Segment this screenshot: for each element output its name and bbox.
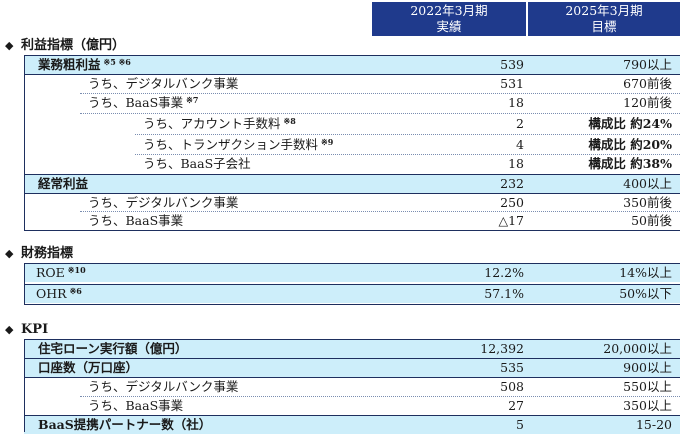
row-rule xyxy=(80,396,680,397)
table-row: OHR ※6 xyxy=(24,285,680,303)
table-row: 経常利益 xyxy=(24,175,680,193)
row-rule xyxy=(80,211,680,212)
financial-left-rule xyxy=(24,264,25,304)
table-row: うち、トランザクション手数料 ※9 4 構成比 約20% xyxy=(143,137,672,152)
profit-left-rule xyxy=(24,56,25,230)
table-row-values: 57.1% 50%以下 xyxy=(484,286,672,301)
table-row-values: 5 15-20 xyxy=(516,417,672,432)
row-rule xyxy=(135,134,680,135)
table-row-values: 12.2% 14%以上 xyxy=(484,265,672,280)
table-row: ROE ※10 xyxy=(24,264,680,282)
header-actual-2022: 2022年3月期 実績 xyxy=(372,2,526,36)
table-row: うち、BaaS事業 ※7 18 120前後 xyxy=(88,95,672,110)
section-profit-title: ◆ 利益指標（億円） xyxy=(5,38,126,53)
table-row: 住宅ローン実行額（億円） xyxy=(24,340,680,358)
table-row-values: 539 790以上 xyxy=(500,57,672,72)
table-row: うち、BaaS事業 27 350以上 xyxy=(88,398,672,413)
section-kpi-title: ◆ KPI xyxy=(5,322,49,337)
table-row: うち、BaaS事業 △17 50前後 xyxy=(88,213,672,228)
table-row-values: 232 400以上 xyxy=(500,176,672,191)
diamond-icon: ◆ xyxy=(5,323,14,336)
financial-bottom-rule xyxy=(24,304,680,305)
financial-top-rule xyxy=(24,263,680,264)
kpi-top-rule xyxy=(24,339,680,340)
profit-top-rule xyxy=(24,55,680,56)
header-target-period: 2025年3月期 xyxy=(565,3,643,18)
header-target-label: 目標 xyxy=(591,19,617,34)
row-rule xyxy=(24,377,680,378)
table-row: うち、アカウント手数料 ※8 2 構成比 約24% xyxy=(143,116,672,131)
table-row: うち、デジタルバンク事業 531 670前後 xyxy=(88,76,672,91)
table-row-values: 535 900以上 xyxy=(500,360,672,375)
header-actual-label: 実績 xyxy=(436,19,462,34)
row-rule xyxy=(24,358,680,359)
header-actual-period: 2022年3月期 xyxy=(410,3,488,18)
kpi-left-rule xyxy=(24,340,25,432)
header-target-2025: 2025年3月期 目標 xyxy=(528,2,680,36)
row-rule xyxy=(80,93,680,94)
row-rule xyxy=(24,193,680,194)
diamond-icon: ◆ xyxy=(5,39,14,52)
diamond-icon: ◆ xyxy=(5,247,14,260)
row-rule xyxy=(24,74,680,75)
table-row: うち、デジタルバンク事業 508 550以上 xyxy=(88,379,672,394)
section-financial-title: ◆ 財務指標 xyxy=(5,246,74,261)
profit-bottom-rule xyxy=(24,230,680,231)
row-rule xyxy=(135,154,680,155)
table-row: 業務粗利益 ※5 ※6 xyxy=(24,56,680,74)
table-row: うち、BaaS子会社 18 構成比 約38% xyxy=(143,156,672,171)
table-row: うち、デジタルバンク事業 250 350前後 xyxy=(88,195,672,210)
table-row: 口座数（万口座） xyxy=(24,359,680,377)
row-rule xyxy=(80,113,680,114)
table-row-values: 12,392 20,000以上 xyxy=(480,341,672,356)
table-row: BaaS提携パートナー数（社） xyxy=(24,416,680,434)
row-rule xyxy=(24,174,680,175)
row-rule xyxy=(24,284,680,285)
row-rule xyxy=(24,415,680,416)
